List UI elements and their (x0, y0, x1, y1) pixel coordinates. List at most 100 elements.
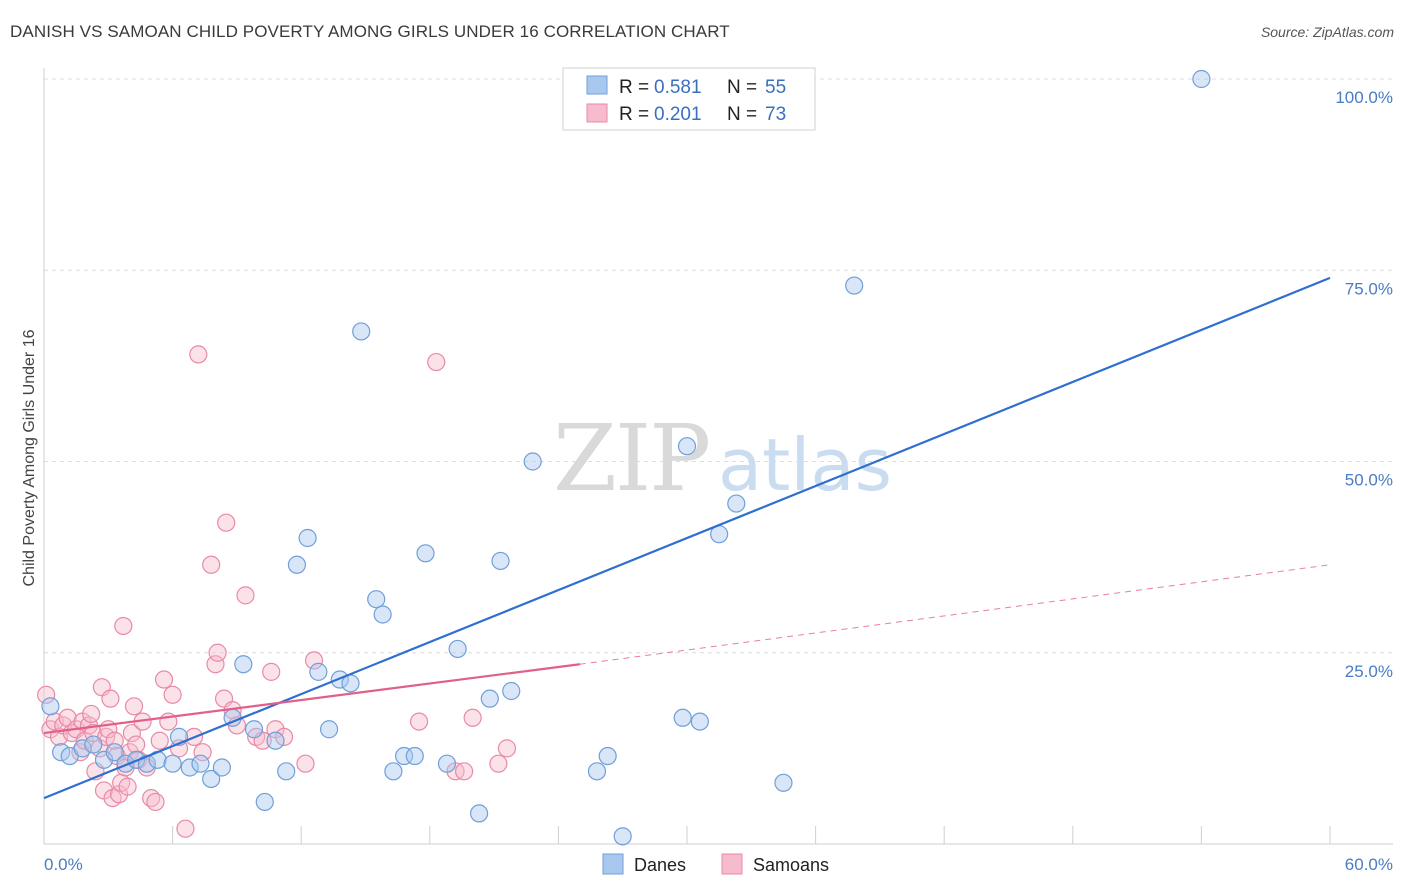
samoans-point (427, 352, 446, 372)
danes-point (448, 639, 467, 659)
y-tick-label-75: 75.0% (1345, 279, 1393, 298)
y-tick-label-50: 50.0% (1345, 471, 1393, 490)
danes-point (287, 555, 307, 574)
samoans-point (189, 345, 208, 364)
danes-point (105, 743, 124, 762)
samoans-point (154, 670, 174, 689)
danes-r-value: 0.581 (654, 77, 702, 98)
samoans-point (236, 586, 255, 605)
danes-point (137, 754, 156, 773)
samoans-point (409, 712, 429, 731)
danes-point (319, 720, 339, 739)
danes-point (309, 662, 328, 681)
danes-point (587, 762, 607, 781)
samoans-point (262, 662, 281, 681)
danes-n-value: 55 (765, 77, 786, 98)
danes-point (244, 720, 264, 739)
samoans-point (114, 616, 133, 636)
danes-point (84, 735, 103, 754)
danes-legend-swatch (586, 75, 608, 95)
samoans-point (489, 754, 508, 773)
y-tick-labels: 25.0% 50.0% 75.0% 100.0% (1335, 88, 1393, 681)
samoans-point (124, 697, 144, 716)
y-tick-label-25: 25.0% (1345, 662, 1393, 681)
series-legend: Danes Samoans (602, 853, 829, 875)
samoans-point (463, 708, 482, 727)
danes-point (502, 681, 521, 701)
danes-point (163, 754, 182, 773)
gridlines (44, 78, 1393, 654)
danes-point (212, 758, 231, 777)
samoans-point (202, 555, 221, 574)
samoans-point (454, 762, 474, 781)
danes-point (52, 743, 71, 762)
watermark-atlas: atlas (718, 423, 892, 507)
danes-point (469, 804, 489, 823)
samoans-point (176, 819, 195, 838)
danes-point (677, 437, 697, 456)
danes-point (41, 697, 60, 716)
danes-series-label: Danes (634, 855, 686, 875)
trend-lines (43, 276, 1331, 800)
danes-point (180, 758, 199, 777)
danes-point (437, 754, 457, 773)
samoans-point (122, 723, 141, 743)
danes-point (598, 746, 617, 766)
samoans-n-value: 73 (765, 104, 786, 125)
samoans-point (497, 739, 517, 758)
stats-legend: R = 0.581 N = 55 R = 0.201 N = 73 (562, 67, 816, 131)
samoans-point (217, 513, 236, 532)
danes-point (202, 769, 221, 789)
samoans-legend-swatch (586, 103, 608, 123)
axes (43, 68, 1393, 845)
danes-point (277, 762, 296, 781)
danes-point (73, 739, 92, 758)
samoans-series-swatch (721, 853, 743, 875)
samoans-trend-extension (579, 564, 1331, 665)
danes-point (352, 322, 371, 341)
samoans-point (304, 651, 324, 670)
samoans-point (163, 685, 182, 704)
samoans-n-label: N = (727, 104, 757, 125)
danes-point (727, 494, 746, 513)
source-label: Source: ZipAtlas.com (1260, 24, 1394, 40)
danes-point (405, 746, 424, 766)
danes-point (234, 655, 253, 674)
samoans-r-label: R = (619, 104, 649, 125)
danes-point (845, 276, 864, 295)
danes-point (480, 689, 499, 708)
samoans-point (82, 704, 101, 724)
danes-point (774, 773, 793, 792)
samoans-point (37, 685, 56, 704)
samoans-point (296, 754, 315, 773)
danes-point (491, 551, 510, 571)
danes-point (191, 754, 210, 773)
danes-point (255, 792, 274, 812)
x-tick-labels: 0.0% 60.0% (44, 855, 1393, 874)
danes-point (613, 827, 632, 846)
watermark-zip: ZIP (553, 405, 709, 512)
danes-point (1192, 69, 1211, 89)
samoans-point (193, 743, 212, 762)
danes-point (416, 544, 435, 563)
samoans-point (118, 777, 137, 796)
watermark: ZIP atlas (553, 405, 892, 512)
danes-point (266, 731, 285, 750)
danes-r-label: R = (619, 77, 649, 98)
samoans-series-label: Samoans (753, 855, 829, 875)
danes-point (367, 590, 386, 609)
danes-point (298, 528, 317, 548)
y-tick-label-100: 100.0% (1335, 88, 1393, 107)
danes-point (373, 605, 392, 624)
samoans-point (206, 655, 225, 674)
danes-point (690, 712, 709, 731)
samoans-point (127, 735, 146, 754)
samoans-trend-line (43, 663, 580, 735)
danes-point (384, 762, 403, 781)
x-tick-label-min: 0.0% (44, 855, 83, 874)
chart-title: DANISH VS SAMOAN CHILD POVERTY AMONG GIR… (10, 22, 730, 41)
danes-point (523, 452, 542, 471)
danes-n-label: N = (727, 77, 757, 98)
samoans-point (150, 731, 169, 750)
